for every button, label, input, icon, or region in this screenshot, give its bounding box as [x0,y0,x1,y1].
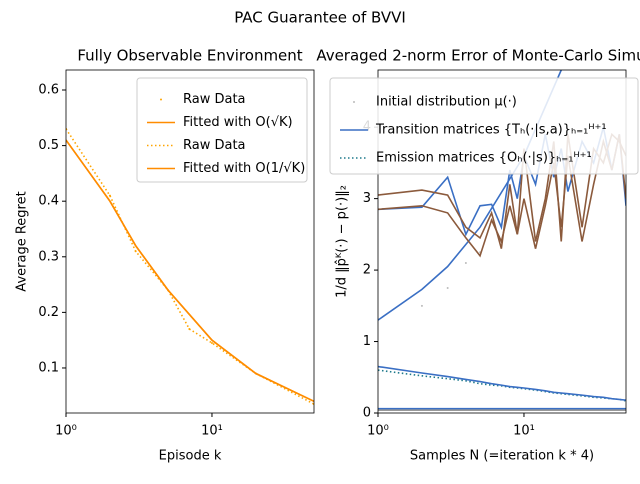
legend-label: Raw Data [183,138,246,153]
data-point [210,341,213,344]
y-axis-label: 1/d ‖p̂ᴷ(·) − p(·)‖₂ [335,185,350,298]
legend-label: Fitted with O(√K) [183,115,293,130]
axes-title: Fully Observable Environment [77,47,302,65]
data-point [446,286,449,289]
plot-area [66,127,314,406]
y-tick-label: 0.4 [38,194,59,209]
legend-label: Initial distribution μ(·) [376,95,517,110]
x-tick-label: 10⁰ [367,424,389,439]
x-tick-label: 10¹ [201,424,223,439]
figure-title: PAC Guarantee of BVVI [234,9,406,27]
legend-label: Raw Data [183,92,246,107]
y-axis-label: Average Regret [15,191,30,291]
y-tick-label: 0 [363,406,371,421]
y-tick-label: 2 [363,263,371,278]
axes-frame [377,69,627,414]
axes-frame [65,69,315,414]
data-point [420,304,423,307]
x-axis-label: Episode k [159,449,222,464]
y-tick-label: 1 [363,334,371,349]
legend-label: Emission matrices {Oₕ(·|s)}ₕ₌₁ᴴ⁺¹ [376,151,592,166]
legend-marker [160,98,162,101]
y-tick-label: 3 [363,191,371,206]
legend-marker [353,101,355,103]
y-tick-label: 0.5 [38,138,59,153]
x-tick-label: 10¹ [513,424,535,439]
data-point [464,261,467,264]
y-tick-label: 0.3 [38,249,59,264]
legend-box [136,77,308,183]
axes-title: Averaged 2-norm Error of Monte-Carlo Sim… [316,47,640,65]
data-line [378,365,626,401]
y-tick-label: 0.1 [38,360,59,375]
y-tick-label: 0.2 [38,305,59,320]
data-line [378,369,626,402]
x-tick-label: 10⁰ [55,424,77,439]
legend-label: Fitted with O(1/√K) [183,161,305,176]
data-line [66,139,314,403]
legend-box [329,77,639,175]
x-axis-label: Samples N (=iteration k * 4) [410,449,594,464]
legend-label: Transition matrices {Tₕ(·|s,a)}ₕ₌₁ᴴ⁺¹ [375,123,607,138]
y-tick-label: 0.6 [38,83,59,98]
data-line [378,70,563,321]
